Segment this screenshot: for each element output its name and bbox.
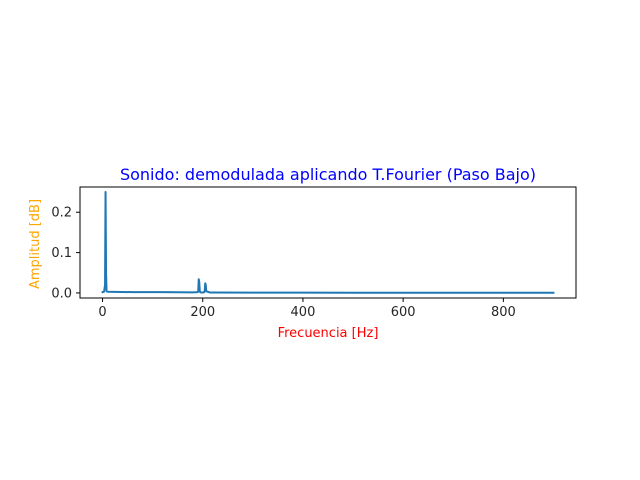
y-tick-label: 0.2 [51, 206, 72, 221]
x-tick-label: 200 [190, 305, 215, 320]
y-tick-label: 0.0 [51, 286, 72, 301]
x-axis-label: Frecuencia [Hz] [278, 326, 379, 341]
y-axis-label: Amplitud [dB] [28, 199, 43, 289]
plot-area: 0 200 400 600 800 0.0 0.1 0.2 [51, 186, 577, 320]
axes-frame [79, 186, 577, 299]
x-tick-label: 800 [491, 305, 516, 320]
chart-title: Sonido: demodulada aplicando T.Fourier (… [120, 165, 536, 184]
x-tick-label: 400 [291, 305, 316, 320]
x-tick-label: 0 [98, 305, 106, 320]
y-tick-label: 0.1 [51, 246, 72, 261]
x-tick-label: 600 [391, 305, 416, 320]
series-line-0 [101, 191, 555, 294]
